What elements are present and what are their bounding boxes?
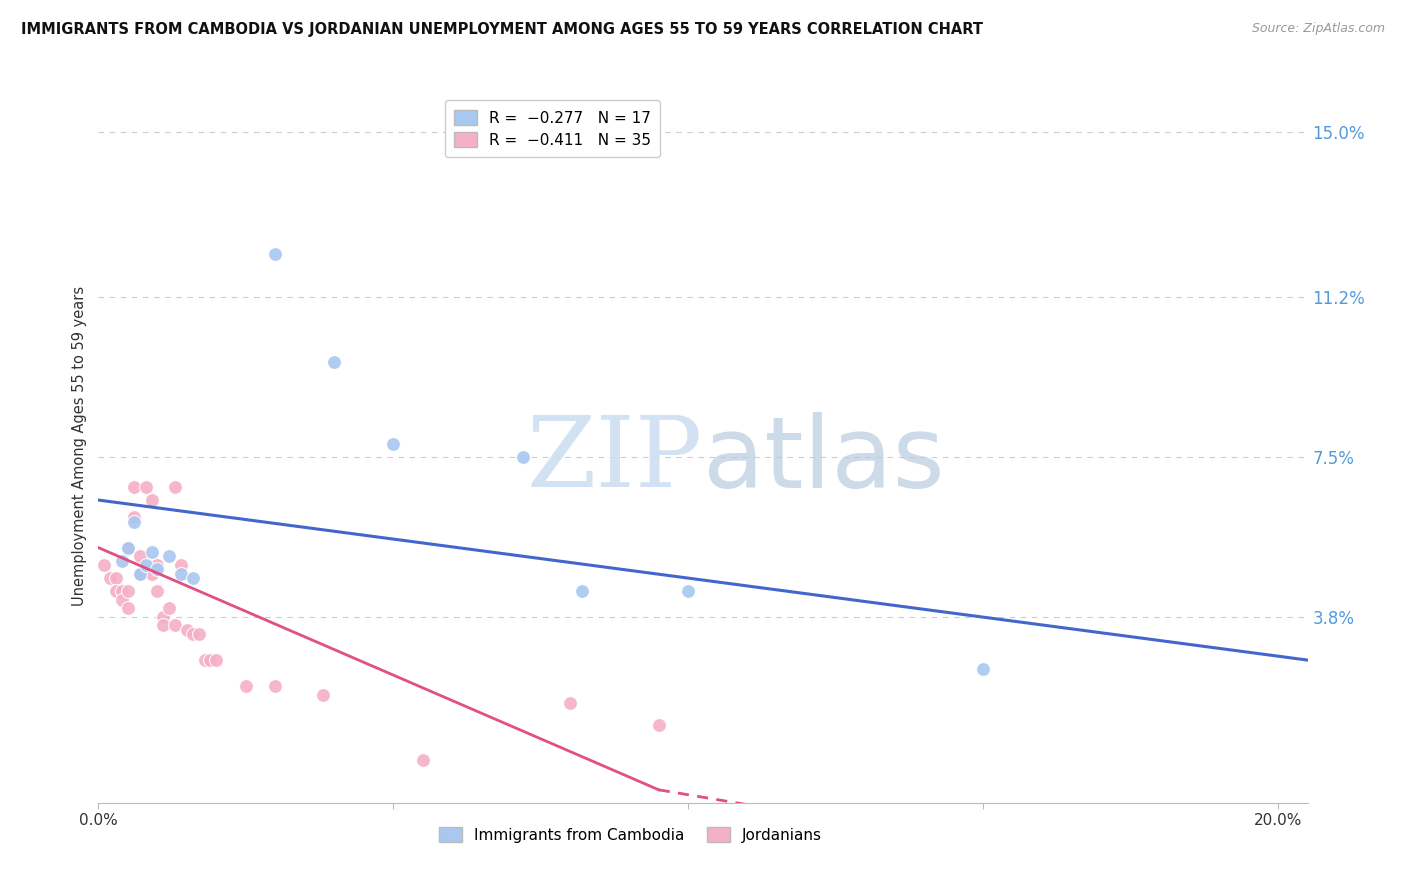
Point (181, 571, 204, 585)
Point (128, 566, 150, 581)
Point (648, 718, 671, 732)
Point (571, 583, 593, 598)
Point (111, 553, 134, 567)
Point (165, 618, 187, 632)
Y-axis label: Unemployment Among Ages 55 to 59 years: Unemployment Among Ages 55 to 59 years (72, 286, 87, 606)
Point (105, 583, 128, 598)
Point (111, 583, 134, 598)
Point (323, 354, 346, 368)
Point (93, 558, 115, 572)
Text: atlas: atlas (703, 412, 945, 508)
Point (512, 450, 534, 464)
Text: ZIP: ZIP (527, 412, 703, 508)
Point (972, 662, 994, 676)
Point (412, 753, 434, 767)
Point (141, 566, 163, 581)
Point (146, 583, 169, 598)
Point (135, 558, 157, 572)
Point (146, 558, 169, 572)
Point (117, 541, 139, 555)
Point (152, 618, 174, 632)
Point (170, 558, 193, 572)
Point (152, 610, 174, 624)
Point (264, 679, 287, 693)
Point (122, 480, 145, 494)
Point (141, 493, 163, 508)
Point (157, 549, 180, 564)
Point (122, 510, 145, 524)
Point (205, 653, 228, 667)
Point (194, 653, 217, 667)
Point (117, 601, 139, 615)
Point (170, 566, 193, 581)
Point (157, 601, 180, 615)
Point (678, 583, 700, 598)
Point (382, 437, 405, 451)
Point (105, 571, 128, 585)
Text: Source: ZipAtlas.com: Source: ZipAtlas.com (1251, 22, 1385, 36)
Point (141, 545, 163, 559)
Text: IMMIGRANTS FROM CAMBODIA VS JORDANIAN UNEMPLOYMENT AMONG AGES 55 TO 59 YEARS COR: IMMIGRANTS FROM CAMBODIA VS JORDANIAN UN… (21, 22, 983, 37)
Legend: Immigrants from Cambodia, Jordanians: Immigrants from Cambodia, Jordanians (433, 821, 828, 848)
Point (111, 592, 134, 607)
Point (560, 696, 582, 710)
Point (235, 679, 257, 693)
Point (176, 623, 198, 637)
Point (187, 627, 209, 641)
Point (264, 246, 287, 260)
Point (128, 566, 150, 581)
Point (135, 480, 157, 494)
Point (122, 515, 145, 529)
Point (311, 688, 333, 702)
Point (128, 549, 150, 564)
Point (98, 571, 121, 585)
Point (181, 627, 204, 641)
Point (117, 541, 139, 555)
Point (200, 653, 222, 667)
Point (165, 480, 187, 494)
Point (117, 583, 139, 598)
Point (146, 562, 169, 576)
